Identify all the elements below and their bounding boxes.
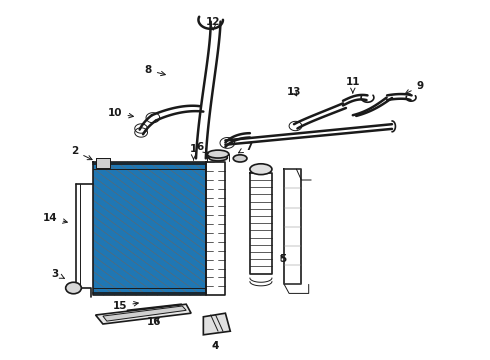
Bar: [93, 162, 206, 295]
Text: 11: 11: [345, 77, 360, 93]
Ellipse shape: [250, 164, 272, 175]
Ellipse shape: [209, 154, 227, 161]
Text: 2: 2: [71, 146, 92, 159]
Text: 4: 4: [212, 341, 220, 351]
Ellipse shape: [207, 150, 229, 158]
Polygon shape: [96, 304, 191, 324]
Polygon shape: [103, 306, 186, 321]
Text: 3: 3: [51, 269, 64, 279]
Polygon shape: [203, 313, 230, 335]
Text: 15: 15: [113, 301, 138, 311]
Text: 5: 5: [279, 254, 287, 264]
Text: 9: 9: [405, 81, 424, 94]
Text: 10: 10: [108, 108, 133, 118]
Circle shape: [66, 282, 81, 294]
Ellipse shape: [233, 155, 247, 162]
Text: 14: 14: [43, 213, 67, 223]
Text: 16: 16: [147, 317, 162, 327]
Text: 6: 6: [196, 142, 208, 154]
Text: 1: 1: [190, 144, 197, 160]
Text: 7: 7: [239, 142, 252, 153]
Text: 13: 13: [287, 87, 301, 97]
Bar: [96, 158, 110, 168]
Text: 12: 12: [206, 17, 220, 30]
Text: 8: 8: [145, 65, 165, 76]
